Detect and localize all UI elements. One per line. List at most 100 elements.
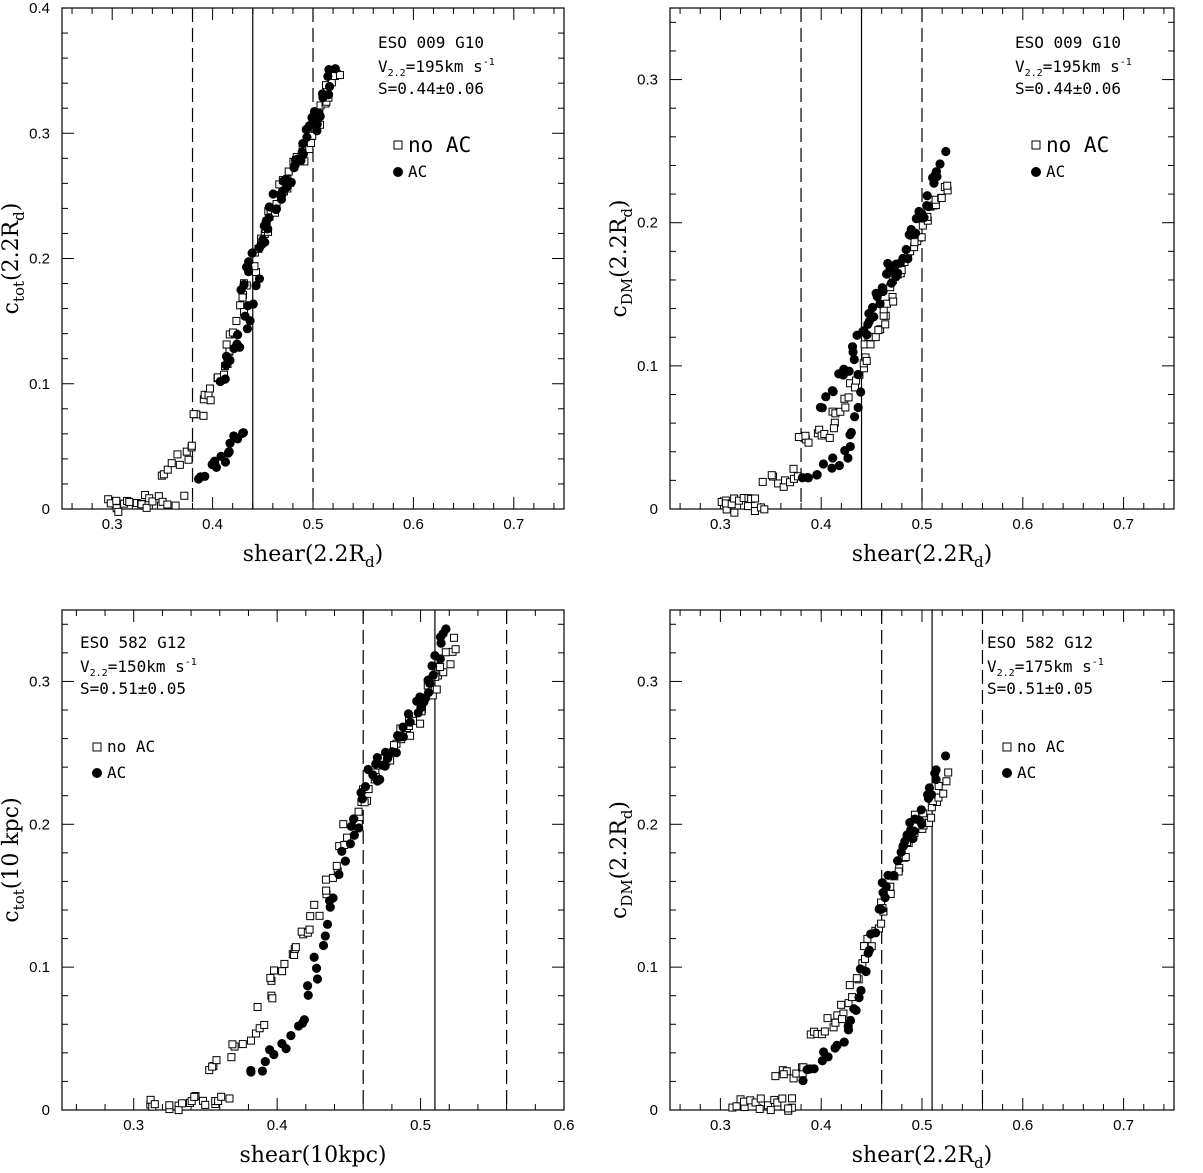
data-point-no-ac xyxy=(222,340,231,349)
data-point-ac xyxy=(311,963,322,973)
y-tick-label: 0.3 xyxy=(29,125,50,142)
y-tick-label: 0 xyxy=(42,501,50,518)
data-point-ac xyxy=(851,1005,861,1015)
data-point-no-ac xyxy=(174,1106,183,1115)
data-point-ac xyxy=(876,904,886,914)
data-point-ac xyxy=(264,213,274,223)
data-point-ac xyxy=(832,1040,842,1050)
data-point-no-ac xyxy=(784,1104,793,1113)
data-point-ac xyxy=(318,940,329,951)
data-point-ac xyxy=(427,661,437,671)
plot-frame xyxy=(61,609,565,1111)
data-point-ac xyxy=(320,931,330,941)
data-point-no-ac xyxy=(841,403,850,412)
legend-ac-label: AC xyxy=(1017,763,1036,782)
data-point-no-ac xyxy=(212,1056,221,1065)
x-axis-label: shear(10kpc) xyxy=(239,1143,386,1168)
data-point-no-ac xyxy=(446,660,455,669)
data-point-ac xyxy=(286,1030,296,1041)
data-point-no-ac xyxy=(838,1015,847,1024)
data-point-ac xyxy=(900,836,910,846)
data-point-no-ac xyxy=(451,645,460,654)
data-point-ac xyxy=(844,366,854,376)
data-point-ac xyxy=(853,402,863,413)
data-point-no-ac xyxy=(779,1070,788,1079)
x-tick-label: 0.4 xyxy=(202,516,223,533)
series-ac xyxy=(246,624,451,1077)
data-point-no-ac xyxy=(874,326,883,335)
data-point-ac xyxy=(922,191,932,201)
data-point-ac xyxy=(853,369,863,380)
x-tick-label: 0.7 xyxy=(1113,1117,1134,1134)
data-point-no-ac xyxy=(291,943,300,952)
data-point-ac xyxy=(377,760,388,770)
data-point-ac xyxy=(346,821,356,831)
data-point-ac xyxy=(802,472,813,483)
data-point-ac xyxy=(849,412,860,422)
data-point-no-ac xyxy=(125,497,134,506)
data-point-ac xyxy=(823,1052,833,1062)
data-point-no-ac xyxy=(114,507,123,516)
panel-bottom-left: 0.3 0.4 0.5 0.6 0 0.1 0.2 0.3 shear(10kpc) ctot(1… xyxy=(0,609,574,1168)
data-point-no-ac xyxy=(767,471,776,480)
data-point-ac xyxy=(277,186,288,196)
data-point-ac xyxy=(225,355,235,365)
data-point-no-ac xyxy=(852,974,861,983)
data-point-ac xyxy=(416,697,426,707)
data-point-ac xyxy=(302,132,312,142)
data-point-ac xyxy=(220,457,231,467)
data-point-no-ac xyxy=(877,919,886,928)
data-point-ac xyxy=(337,846,347,856)
data-point-ac xyxy=(871,288,881,298)
legend-no-ac-label: no AC xyxy=(107,737,155,756)
data-point-ac xyxy=(200,471,210,481)
data-point-no-ac xyxy=(881,320,890,329)
legend-no-ac-label: no AC xyxy=(1017,737,1065,756)
data-point-ac xyxy=(314,108,324,118)
data-point-ac xyxy=(909,826,919,836)
y-tick-label: 0.1 xyxy=(637,959,658,976)
x-tick-label: 0.3 xyxy=(710,1117,731,1134)
x-tick-label: 0.4 xyxy=(267,1117,288,1134)
data-point-ac xyxy=(309,952,319,962)
x-tick-label: 0.5 xyxy=(410,1117,431,1134)
series-ac xyxy=(797,146,951,483)
data-point-ac xyxy=(877,878,887,888)
data-point-ac xyxy=(917,209,927,219)
data-point-ac xyxy=(893,856,903,866)
data-point-ac xyxy=(908,833,918,844)
data-point-ac xyxy=(324,81,335,92)
data-point-ac xyxy=(244,257,254,267)
data-point-ac xyxy=(233,330,243,340)
galaxy-name: ESO 582 G12 xyxy=(987,633,1093,652)
data-point-no-ac xyxy=(238,293,247,302)
data-point-ac xyxy=(312,974,323,984)
data-point-no-ac xyxy=(305,925,314,934)
data-point-no-ac xyxy=(201,1100,210,1109)
data-point-ac xyxy=(817,403,827,413)
data-point-ac xyxy=(895,258,905,268)
x-axis-label: shear(2.2Rd) xyxy=(852,1143,992,1172)
shear-value: S=0.44±0.06 xyxy=(1015,79,1121,98)
data-point-no-ac xyxy=(787,1094,796,1103)
data-point-ac xyxy=(345,839,356,849)
data-point-no-ac xyxy=(217,1092,226,1101)
data-point-ac xyxy=(290,155,301,165)
data-point-ac xyxy=(372,752,382,763)
data-point-no-ac xyxy=(178,1099,187,1108)
data-point-ac xyxy=(260,1056,270,1067)
data-point-ac xyxy=(809,1064,819,1074)
shear-value: S=0.51±0.05 xyxy=(987,679,1093,698)
data-point-no-ac xyxy=(732,1102,741,1111)
data-point-no-ac xyxy=(918,221,927,230)
data-point-ac xyxy=(862,330,872,340)
data-point-ac xyxy=(392,731,403,741)
data-point-ac xyxy=(845,441,855,452)
data-point-no-ac xyxy=(187,441,196,450)
data-point-no-ac xyxy=(199,411,208,420)
data-point-no-ac xyxy=(354,807,363,816)
data-point-ac xyxy=(257,1066,268,1076)
data-point-no-ac xyxy=(804,438,813,447)
data-point-no-ac xyxy=(227,1053,236,1062)
data-point-no-ac xyxy=(246,1036,255,1045)
